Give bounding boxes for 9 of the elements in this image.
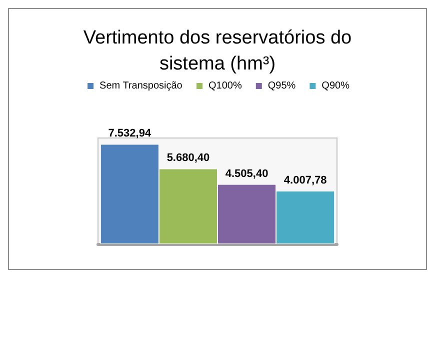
legend-label: Sem Transposição xyxy=(100,80,183,92)
legend-label: Q100% xyxy=(208,80,242,92)
data-label: 4.505,40 xyxy=(225,168,268,180)
legend-label: Q95% xyxy=(268,80,296,92)
data-label: 5.680,40 xyxy=(166,152,210,164)
data-label: 4.007,78 xyxy=(284,174,327,186)
chart-title: Vertimento dos reservatórios do sistema (hm³) xyxy=(83,28,352,74)
data-label: 7.532,94 xyxy=(108,128,152,140)
legend-label: Q90% xyxy=(322,80,350,92)
